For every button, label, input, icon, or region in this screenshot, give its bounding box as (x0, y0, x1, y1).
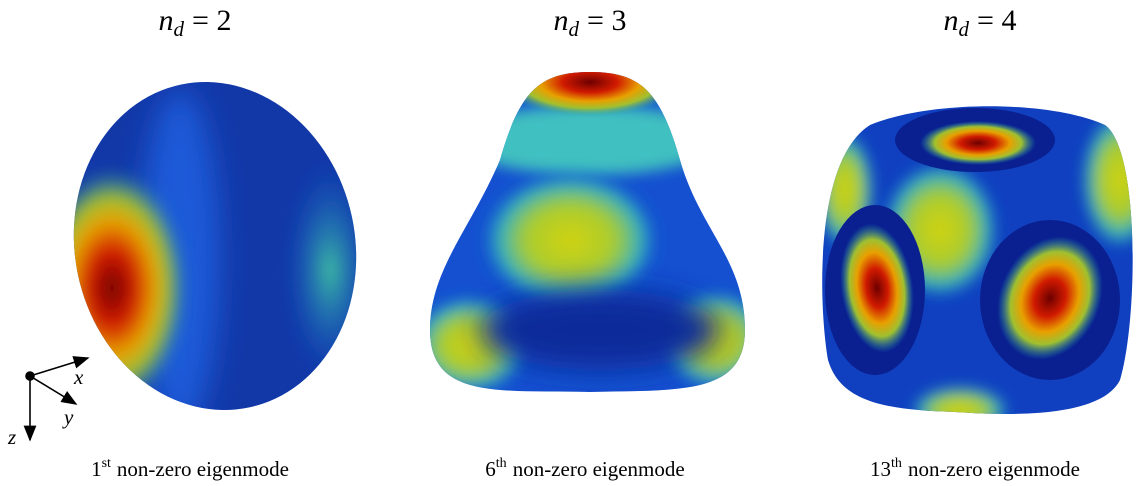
y-label: y (62, 405, 74, 429)
caption-sup: th (891, 456, 902, 471)
caption-sup: st (102, 456, 111, 471)
caption-ordinal: 6 (485, 457, 496, 481)
title-eq: = 2 (192, 4, 231, 37)
panel-caption: 6th non-zero eigenmode (485, 456, 684, 481)
shape-2 (430, 72, 745, 392)
y-arrow (29, 375, 78, 405)
title-eq: = 3 (587, 4, 626, 37)
title-var: n (944, 4, 959, 37)
panel-caption: 1st non-zero eigenmode (91, 456, 289, 481)
caption-sup: th (496, 456, 507, 471)
title-sub: d (569, 17, 580, 41)
caption-text: non-zero eigenmode (513, 457, 685, 481)
shape-1 (43, 70, 380, 430)
title-var: n (554, 4, 569, 37)
title-sub: d (174, 17, 185, 41)
x-arrow (29, 356, 90, 377)
panel-title: nd = 4 (944, 4, 1017, 41)
title-eq: = 4 (977, 4, 1016, 37)
caption-text: non-zero eigenmode (117, 457, 289, 481)
panel-title: nd = 3 (554, 4, 627, 41)
z-label: z (7, 425, 16, 449)
origin (25, 371, 35, 381)
axis-triad (23, 356, 90, 442)
caption-ordinal: 1 (91, 457, 102, 481)
caption-text: non-zero eigenmode (908, 457, 1080, 481)
x-label: x (73, 365, 84, 389)
panel-caption: 13th non-zero eigenmode (870, 456, 1080, 481)
panel-title: nd = 2 (159, 4, 232, 41)
caption-ordinal: 13 (870, 457, 891, 481)
title-sub: d (959, 17, 970, 41)
shape-3 (822, 106, 1133, 414)
title-var: n (159, 4, 174, 37)
